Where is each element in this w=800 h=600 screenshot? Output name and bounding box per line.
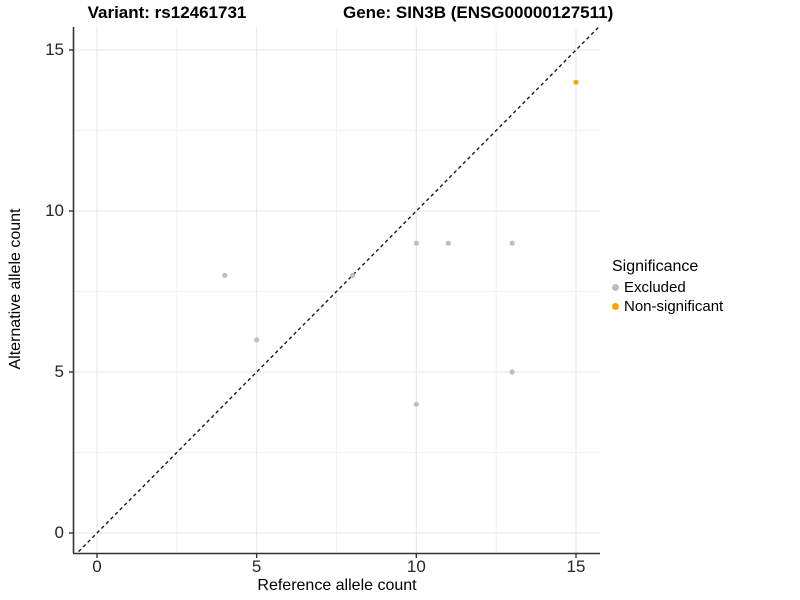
data-point-excluded: [349, 272, 356, 278]
data-point-excluded: [509, 240, 515, 246]
legend-item: Excluded: [612, 278, 723, 297]
y-tick-label: 10: [45, 201, 64, 220]
legend-dot-icon: [612, 303, 619, 310]
data-point-excluded: [254, 337, 260, 343]
data-point-excluded: [222, 272, 228, 278]
legend-item-label: Non-significant: [624, 298, 724, 315]
plot-title-variant: Variant: rs12461731: [87, 3, 247, 22]
identity-line: [76, 27, 600, 553]
legend: Significance Excluded Non-significant: [612, 257, 723, 316]
legend-title: Significance: [612, 258, 699, 275]
legend-item-label: Excluded: [624, 279, 686, 296]
data-point-excluded: [509, 369, 515, 375]
y-tick-label: 0: [54, 523, 64, 542]
x-tick-label: 5: [251, 557, 262, 576]
data-point-excluded: [413, 401, 419, 407]
data-point-excluded: [445, 240, 451, 246]
x-tick-label: 0: [92, 557, 102, 576]
data-point-non-significant: [573, 79, 579, 85]
legend-items: Excluded Non-significant: [612, 278, 723, 316]
y-tick-label: 15: [45, 40, 64, 59]
x-tick-label: 10: [406, 557, 426, 576]
y-axis-title: Alternative allele count: [7, 208, 24, 370]
data-point-excluded: [413, 240, 419, 246]
legend-dot-icon: [612, 284, 619, 291]
x-tick-label: 15: [566, 557, 586, 576]
y-tick-label: 5: [54, 362, 64, 381]
plot-title-gene: Gene: SIN3B (ENSG00000127511): [343, 3, 614, 22]
legend-item: Non-significant: [612, 297, 723, 316]
x-axis-title: Reference allele count: [257, 577, 417, 594]
